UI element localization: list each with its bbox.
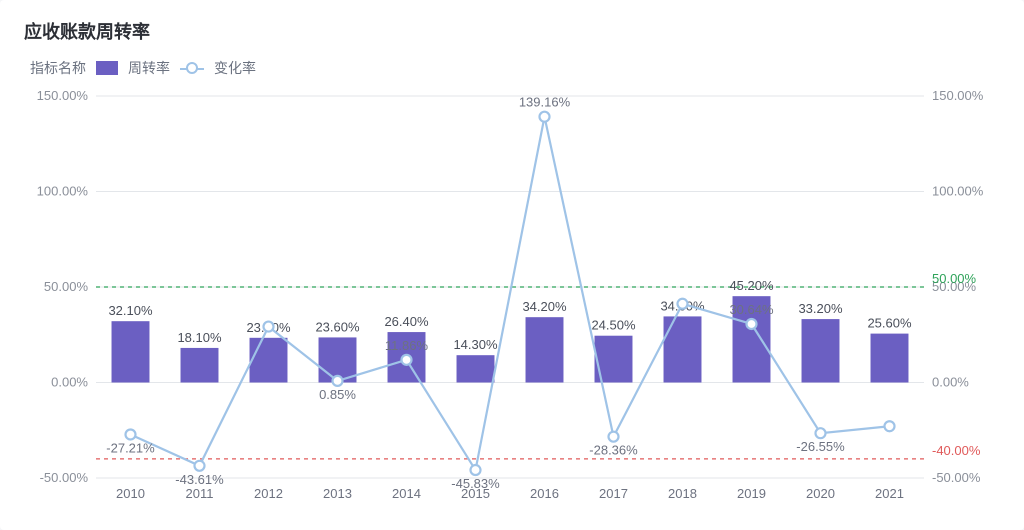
y-right-tick-label: -50.00% bbox=[932, 470, 981, 485]
x-axis-label: 2010 bbox=[116, 486, 145, 501]
chart-svg: -50.00% -50.00% 0.00% 0.00% 50.00% 50.00% 100.… bbox=[24, 86, 1000, 516]
bar bbox=[526, 317, 564, 382]
y-right-tick-label: 0.00% bbox=[932, 375, 969, 390]
line-value-label: 11.86% bbox=[385, 338, 429, 353]
chart-card: 应收账款周转率 指标名称 周转率 变化率 -50.00% -50.00% 0.00%… bbox=[0, 0, 1024, 530]
x-axis-label: 2017 bbox=[599, 486, 628, 501]
x-axis-label: 2013 bbox=[323, 486, 352, 501]
line-marker bbox=[609, 432, 619, 442]
x-axis-label: 2020 bbox=[806, 486, 835, 501]
line-marker bbox=[333, 376, 343, 386]
bar bbox=[181, 348, 219, 383]
x-axis-label: 2018 bbox=[668, 486, 697, 501]
legend-caption: 指标名称 bbox=[30, 58, 86, 78]
bar-value-label: 25.60% bbox=[867, 316, 912, 331]
line-marker bbox=[195, 461, 205, 471]
bar bbox=[112, 321, 150, 382]
line-marker bbox=[471, 465, 481, 475]
line-marker bbox=[885, 421, 895, 431]
line-value-label: -26.55% bbox=[796, 439, 845, 454]
bar-value-label: 33.20% bbox=[798, 301, 843, 316]
bar bbox=[871, 334, 909, 383]
x-axis-label: 2014 bbox=[392, 486, 421, 501]
bar-value-label: 14.30% bbox=[453, 337, 498, 352]
bar bbox=[802, 319, 840, 382]
line-value-label: -28.36% bbox=[589, 443, 638, 458]
bar-value-label: 23.60% bbox=[315, 319, 360, 334]
x-axis-label: 2012 bbox=[254, 486, 283, 501]
line-marker bbox=[264, 322, 274, 332]
bar bbox=[457, 355, 495, 382]
legend-swatch-bar bbox=[96, 61, 118, 75]
legend-swatch-line bbox=[180, 61, 204, 75]
legend: 指标名称 周转率 变化率 bbox=[24, 58, 1000, 78]
y-left-tick-label: 100.00% bbox=[37, 184, 89, 199]
chart-area: -50.00% -50.00% 0.00% 0.00% 50.00% 50.00% 100.… bbox=[24, 86, 1000, 516]
line-series bbox=[131, 117, 890, 470]
bar-value-label: 18.10% bbox=[177, 330, 222, 345]
bar bbox=[664, 316, 702, 382]
line-value-label: 139.16% bbox=[519, 95, 571, 110]
line-marker bbox=[816, 428, 826, 438]
x-axis-label: 2011 bbox=[186, 486, 214, 501]
bar-value-label: 24.50% bbox=[591, 318, 636, 333]
bar-value-label: 45.20% bbox=[729, 278, 774, 293]
y-left-tick-label: 150.00% bbox=[37, 88, 89, 103]
line-value-label: -43.61% bbox=[175, 472, 224, 487]
x-axis-label: 2019 bbox=[737, 486, 766, 501]
line-marker bbox=[747, 319, 757, 329]
y-right-tick-label: 150.00% bbox=[932, 88, 984, 103]
y-left-tick-label: 50.00% bbox=[44, 279, 89, 294]
line-marker bbox=[402, 355, 412, 365]
bar bbox=[250, 338, 288, 383]
line-value-label: 0.85% bbox=[319, 387, 356, 402]
line-marker bbox=[678, 299, 688, 309]
legend-line-label: 变化率 bbox=[214, 58, 256, 78]
x-axis-label: 2015 bbox=[461, 486, 490, 501]
y-left-tick-label: -50.00% bbox=[40, 470, 89, 485]
reference-line-label: 50.00% bbox=[932, 271, 977, 286]
x-axis-label: 2021 bbox=[875, 486, 904, 501]
y-left-tick-label: 0.00% bbox=[51, 375, 88, 390]
chart-title: 应收账款周转率 bbox=[24, 18, 1000, 44]
line-value-label: 30.64% bbox=[729, 302, 774, 317]
line-value-label: -27.21% bbox=[106, 440, 155, 455]
line-marker bbox=[540, 112, 550, 122]
y-right-tick-label: 100.00% bbox=[932, 184, 984, 199]
x-axis-label: 2016 bbox=[530, 486, 559, 501]
legend-bar-label: 周转率 bbox=[128, 58, 170, 78]
reference-line-label: -40.00% bbox=[932, 443, 981, 458]
bar-value-label: 34.20% bbox=[522, 299, 567, 314]
bar-value-label: 26.40% bbox=[384, 314, 429, 329]
bar-value-label: 32.10% bbox=[108, 303, 153, 318]
line-marker bbox=[126, 429, 136, 439]
